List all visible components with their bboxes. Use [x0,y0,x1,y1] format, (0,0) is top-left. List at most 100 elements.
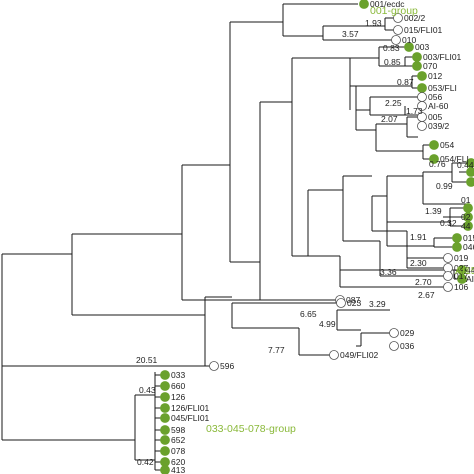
branch-length: 2.25 [385,98,402,108]
tip-label: 045/FLI01 [171,413,210,423]
tip-marker [391,35,401,45]
branch-length: 6.65 [300,309,317,319]
branch-length: 3.29 [369,299,386,309]
tip-label: 596 [220,361,234,371]
tip-markers [160,0,474,474]
tip-marker [429,154,439,164]
tip-marker [160,370,170,380]
tip-label: 015/FLI01 [404,25,443,35]
tip-label: 02 [461,212,471,222]
tip-marker [329,350,339,360]
tip-label: 017 [454,271,468,281]
tip-label: 054/FLI [440,154,469,164]
branch-length: 0.76 [429,159,446,169]
tip-marker [429,140,439,150]
tip-label: 033 [171,370,185,380]
tip-marker [466,167,474,177]
branch-length: 2.30 [410,258,427,268]
tip-label: 015 [463,233,474,243]
tip-label: 005 [428,112,442,122]
branch-length: 1.73 [406,106,423,116]
tip-marker [389,341,399,351]
tip-labels: 001/ecdc 002/2 015/FLI01 010 003 003/FLI… [171,0,474,474]
tip-marker [443,253,453,263]
tip-marker [452,242,462,252]
tip-marker [393,25,403,35]
branch-length: 0.44 [457,160,474,170]
tip-label: 027 [454,263,468,273]
branch-length: 0.85 [384,57,401,67]
tip-label: 012 [428,71,442,81]
branch-length: 4.99 [319,319,336,329]
tip-marker [443,282,453,292]
branch-length: 3.36 [380,267,397,277]
tip-label: 652 [171,435,185,445]
tip-label: 44 [461,221,471,231]
tip-label: 598 [171,425,185,435]
branch-length: 2.07 [381,114,398,124]
tip-label: 001/ecdc [370,0,405,9]
tip-label: 019 [454,253,468,263]
tip-marker [160,413,170,423]
branch-length: 0.83 [383,43,400,53]
tip-marker [160,425,170,435]
tip-marker [393,13,403,23]
branch-length: 2.70 [415,277,432,287]
tip-marker [466,177,474,187]
tip-marker [417,92,427,102]
tip-marker [160,381,170,391]
branch-length-labels: 1.93 3.57 0.83 0.85 0.87 2.25 1.73 2.07 … [136,18,474,467]
tip-marker [160,392,170,402]
tip-label: 01 [461,195,471,205]
tip-marker [160,446,170,456]
tip-label: 446 [466,265,474,275]
branch-length: 2.67 [418,290,435,300]
branch-length: 1.91 [410,232,427,242]
tip-label: 106 [454,282,468,292]
branch-length: 20.51 [136,355,158,365]
group-labels: 001-group AI15 033-045-078-group [206,5,474,435]
tip-marker [412,52,422,62]
group-label-033-045-078: 033-045-078-group [206,423,296,435]
tip-marker [336,298,346,308]
tip-marker [443,271,453,281]
tree-edges [1,3,467,470]
tip-marker [417,71,427,81]
tip-marker [359,0,369,9]
tip-label: 660 [171,381,185,391]
tip-marker [209,361,219,371]
tip-label: AI-15 [466,274,474,284]
branch-length: 0.42 [137,457,154,467]
tip-label: 126/FLI01 [171,403,210,413]
tip-marker [417,121,427,131]
branch-length: 7.77 [268,345,285,355]
tip-label: 029 [400,328,414,338]
branch-length: 0.43 [139,385,156,395]
tip-label: 053/FLI [428,83,457,93]
tip-label: 620 [171,457,185,467]
tip-label: 003 [415,42,429,52]
tip-label: 023 [347,298,361,308]
branch-length: 0.32 [440,218,457,228]
tip-label: 070 [423,61,437,71]
tip-marker [404,42,414,52]
branch-length: 0.87 [397,77,414,87]
tip-label: 413 [171,465,185,474]
tip-marker [452,233,462,243]
branch-length: 1.93 [365,18,382,28]
tip-label: 036 [400,341,414,351]
tip-label: 003/FLI01 [423,52,462,62]
tip-label: 087 [346,295,360,305]
tip-label: 002/2 [404,13,426,23]
tip-marker [389,328,399,338]
tip-marker [412,61,422,71]
tip-label: 126 [171,392,185,402]
tip-label: 054 [440,140,454,150]
tip-marker [160,435,170,445]
tip-marker [457,274,467,284]
tip-marker [160,403,170,413]
tip-marker [463,221,473,231]
tip-label: AI-60 [428,101,449,111]
tip-label: 056 [428,92,442,102]
